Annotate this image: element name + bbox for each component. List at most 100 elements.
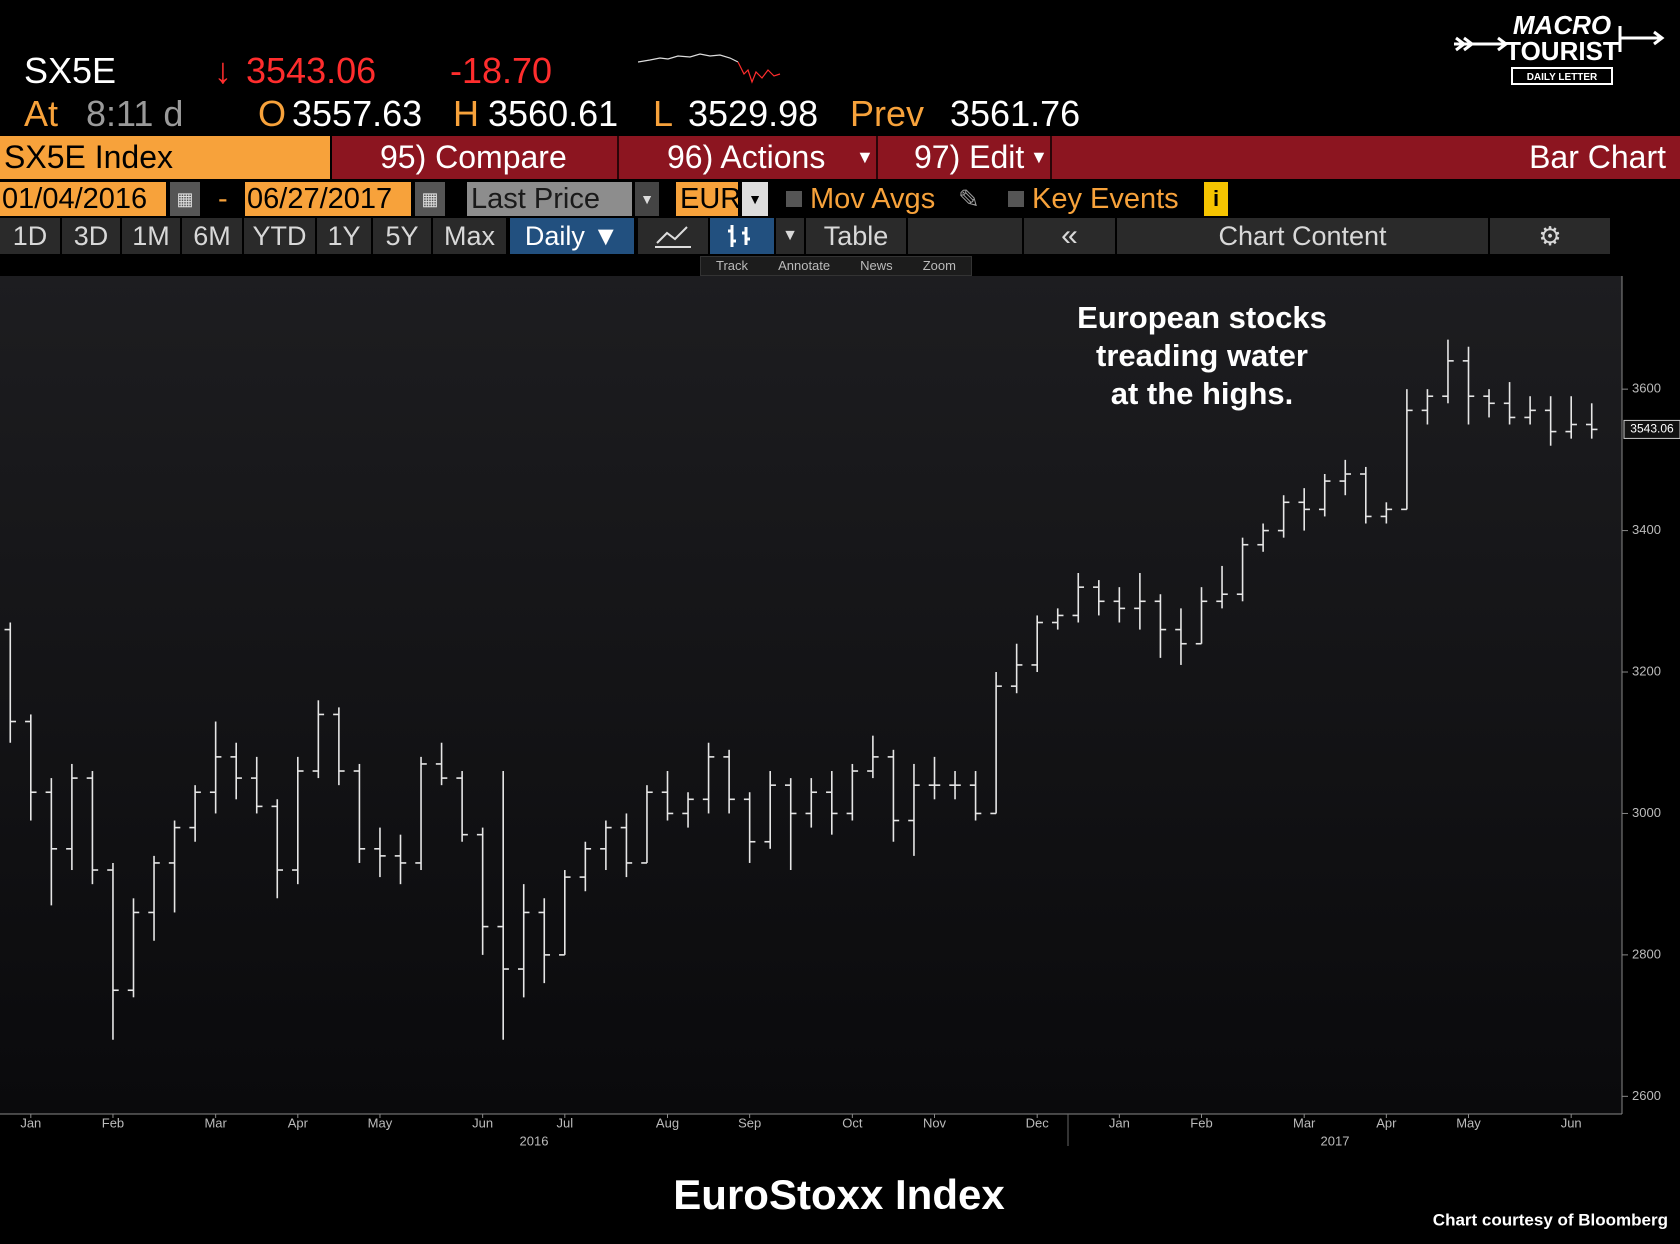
table-button[interactable]: Table [806,218,906,254]
logo: MACRO TOURIST DAILY LETTER [1454,10,1665,85]
y-tick-label: 2600 [1632,1088,1661,1103]
x-tick-label: Aug [656,1115,679,1130]
separator [617,136,619,179]
compare-button[interactable]: 95) Compare [380,139,567,175]
x-tick-label: Mar [204,1115,227,1130]
annotation: at the highs. [1111,376,1294,411]
low-label: L [653,93,674,134]
currency-select[interactable]: EUR [676,182,741,216]
line-chart-button[interactable] [638,218,708,254]
dropdown-arrow[interactable]: ▼ [776,218,804,254]
key-events[interactable]: Key Events [1032,183,1179,215]
y-tick-label: 3000 [1632,805,1661,820]
open-value: 3557.63 [292,93,423,134]
plot-background [0,276,1622,1114]
tool-button[interactable]: News [860,258,893,273]
y-tick-label: 3600 [1632,381,1661,396]
x-tick-label: Nov [923,1115,947,1130]
y-tick-label: 3400 [1632,522,1661,537]
high-value: 3560.61 [488,93,619,134]
high-label: H [453,93,479,134]
year-label: 2017 [1321,1133,1350,1148]
tool-button[interactable]: Zoom [922,258,956,273]
x-tick-label: Jan [1109,1115,1130,1130]
time: 8:11 d [86,93,184,134]
y-tick-label: 2800 [1632,946,1661,961]
mov-avgs[interactable]: Mov Avgs [810,183,936,215]
security-field[interactable]: SX5E Index [0,136,330,179]
dropdown-arrow[interactable]: ▼ [635,182,659,216]
y-tick-label: 3200 [1632,663,1661,678]
range-button[interactable]: 1M [122,218,180,254]
tool-strip: Track Annotate News Zoom [700,256,972,276]
range-button[interactable]: 1Y [317,218,371,254]
x-tick-label: Dec [1026,1115,1050,1130]
start-date[interactable]: 01/04/2016 [0,182,166,216]
year-label: 2016 [520,1133,549,1148]
annotation: treading water [1096,338,1308,373]
sparkline [638,53,781,84]
open-label: O [258,93,287,134]
chart-content-button[interactable]: Chart Content [1117,218,1488,254]
edit-button[interactable]: 97) Edit [914,139,1025,175]
direction-arrow: ↓ [214,50,232,91]
tool-button[interactable]: Track [716,258,749,273]
range-button[interactable]: YTD [244,218,315,254]
range-button[interactable]: Max [433,218,506,254]
range-button[interactable]: 6M [182,218,242,254]
net-change: -18.70 [450,50,553,91]
last-price: 3543.06 [246,50,377,91]
x-tick-label: Oct [842,1115,863,1130]
annotation: European stocks [1077,300,1327,335]
date-separator: - [218,183,228,215]
range-button[interactable]: 1D [0,218,60,254]
x-tick-label: May [368,1115,393,1130]
prev-value: 3561.76 [950,93,1081,134]
calendar-icon[interactable]: ▦ [415,182,445,216]
separator [876,136,878,179]
tool-button[interactable]: Annotate [778,258,831,273]
chart-title: EuroStoxx Index [673,1171,1005,1218]
actions-button[interactable]: 96) Actions [667,139,826,175]
separator [1050,136,1052,179]
x-tick-label: Jun [1561,1115,1582,1130]
dropdown-arrow: ▼ [1030,147,1048,167]
menu-bar [332,136,1680,179]
calendar-icon[interactable]: ▦ [170,182,200,216]
blank-button [908,218,1022,254]
low-value: 3529.98 [688,93,819,134]
ticker: SX5E [24,50,117,91]
dropdown-arrow: ▼ [856,147,874,167]
logo-line: DAILY LETTER [1527,72,1598,83]
prev-label: Prev [850,93,925,134]
range-button[interactable]: 5Y [373,218,431,254]
logo-line: MACRO [1513,10,1611,40]
checkbox[interactable] [1008,191,1024,207]
x-tick-label: Feb [1190,1115,1212,1130]
last-price-tag-label: 3543.06 [1630,422,1674,436]
x-tick-label: Feb [102,1115,124,1130]
pencil-icon[interactable]: ✎ [958,184,980,214]
chart-type[interactable]: Bar Chart [1529,139,1666,175]
x-tick-label: Mar [1293,1115,1316,1130]
x-tick-label: Jan [20,1115,41,1130]
frequency-button[interactable]: Daily ▼ [510,218,634,254]
range-button[interactable]: 3D [62,218,120,254]
end-date[interactable]: 06/27/2017 [245,182,411,216]
x-tick-label: Jun [472,1115,493,1130]
collapse-button[interactable]: « [1024,218,1115,254]
info-icon[interactable]: i [1204,182,1228,216]
settings-button[interactable]: ⚙ [1490,218,1610,254]
x-tick-label: Jul [556,1115,573,1130]
checkbox[interactable] [786,191,802,207]
bar-chart-button[interactable] [710,218,774,254]
x-tick-label: May [1456,1115,1481,1130]
x-tick-label: Sep [738,1115,761,1130]
logo-line: TOURIST [1505,36,1619,66]
dropdown-arrow[interactable]: ▼ [742,182,768,216]
x-tick-label: Apr [1376,1115,1397,1130]
field-select[interactable]: Last Price [467,182,632,216]
x-tick-label: Apr [288,1115,309,1130]
